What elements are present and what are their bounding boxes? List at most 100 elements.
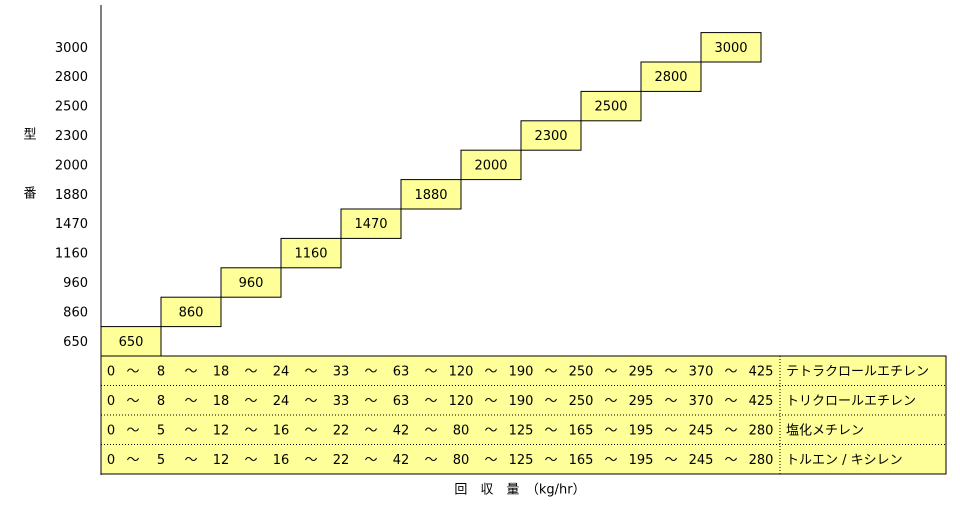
range-separator: ～ bbox=[604, 453, 617, 468]
model-box bbox=[340, 208, 402, 239]
y-tick-label: 2300 bbox=[55, 129, 88, 144]
range-separator: ～ bbox=[664, 423, 677, 438]
model-box bbox=[160, 296, 222, 328]
capacity-value: 42 bbox=[393, 453, 410, 468]
capacity-value: 8 bbox=[157, 364, 165, 379]
solvent-name: トリクロールエチレン bbox=[786, 394, 916, 409]
range-separator: ～ bbox=[424, 394, 437, 409]
model-label: 2300 bbox=[534, 129, 567, 144]
capacity-value: 18 bbox=[213, 394, 230, 409]
y-tick-label: 3000 bbox=[55, 41, 88, 56]
y-axis-title: 番 bbox=[23, 187, 36, 202]
capacity-value: 120 bbox=[449, 364, 474, 379]
capacity-value: 18 bbox=[213, 364, 230, 379]
range-separator: ～ bbox=[664, 394, 677, 409]
capacity-value: 0 bbox=[107, 364, 115, 379]
model-box bbox=[460, 149, 522, 181]
capacity-value: 425 bbox=[749, 394, 774, 409]
model-box bbox=[700, 32, 762, 63]
range-separator: ～ bbox=[544, 364, 557, 379]
capacity-value: 22 bbox=[333, 423, 350, 438]
capacity-value: 42 bbox=[393, 423, 410, 438]
range-separator: ～ bbox=[304, 453, 317, 468]
capacity-value: 120 bbox=[449, 394, 474, 409]
capacity-value: 245 bbox=[689, 423, 714, 438]
capacity-value: 250 bbox=[569, 364, 594, 379]
range-separator: ～ bbox=[304, 423, 317, 438]
capacity-value: 195 bbox=[629, 423, 654, 438]
capacity-value: 22 bbox=[333, 453, 350, 468]
capacity-table bbox=[100, 355, 947, 475]
capacity-value: 195 bbox=[629, 453, 654, 468]
range-separator: ～ bbox=[184, 423, 197, 438]
range-separator: ～ bbox=[184, 364, 197, 379]
capacity-value: 0 bbox=[107, 423, 115, 438]
capacity-value: 125 bbox=[509, 423, 534, 438]
capacity-value: 280 bbox=[749, 423, 774, 438]
range-separator: ～ bbox=[424, 364, 437, 379]
range-separator: ～ bbox=[724, 364, 737, 379]
range-separator: ～ bbox=[484, 423, 497, 438]
range-separator: ～ bbox=[126, 364, 139, 379]
y-tick-label: 860 bbox=[63, 305, 88, 320]
capacity-value: 8 bbox=[157, 394, 165, 409]
solvent-name: トルエン / キシレン bbox=[786, 453, 903, 468]
model-label: 2800 bbox=[654, 70, 687, 85]
range-separator: ～ bbox=[244, 364, 257, 379]
range-separator: ～ bbox=[424, 453, 437, 468]
model-box bbox=[640, 61, 702, 92]
capacity-value: 33 bbox=[333, 394, 350, 409]
range-separator: ～ bbox=[424, 423, 437, 438]
capacity-value: 24 bbox=[273, 394, 290, 409]
range-separator: ～ bbox=[126, 394, 139, 409]
capacity-value: 425 bbox=[749, 364, 774, 379]
model-box bbox=[100, 326, 162, 357]
range-separator: ～ bbox=[664, 453, 677, 468]
y-tick-label: 2000 bbox=[55, 158, 88, 173]
capacity-value: 370 bbox=[689, 364, 714, 379]
y-tick-label: 960 bbox=[63, 276, 88, 291]
range-separator: ～ bbox=[126, 453, 139, 468]
capacity-value: 0 bbox=[107, 453, 115, 468]
range-separator: ～ bbox=[604, 394, 617, 409]
range-separator: ～ bbox=[304, 394, 317, 409]
range-separator: ～ bbox=[604, 423, 617, 438]
model-label: 1880 bbox=[414, 188, 447, 203]
range-separator: ～ bbox=[724, 423, 737, 438]
capacity-value: 63 bbox=[393, 394, 410, 409]
range-separator: ～ bbox=[364, 364, 377, 379]
y-tick-label: 1880 bbox=[55, 188, 88, 203]
capacity-value: 12 bbox=[213, 453, 230, 468]
model-label: 2000 bbox=[474, 158, 507, 173]
model-label: 960 bbox=[239, 276, 264, 291]
range-separator: ～ bbox=[544, 423, 557, 438]
model-box bbox=[220, 267, 282, 298]
y-tick-label: 1160 bbox=[55, 247, 88, 262]
model-label: 3000 bbox=[714, 41, 747, 56]
range-separator: ～ bbox=[604, 364, 617, 379]
capacity-value: 125 bbox=[509, 453, 534, 468]
capacity-value: 33 bbox=[333, 364, 350, 379]
range-separator: ～ bbox=[364, 423, 377, 438]
model-box bbox=[580, 90, 642, 122]
range-separator: ～ bbox=[724, 394, 737, 409]
capacity-value: 12 bbox=[213, 423, 230, 438]
range-separator: ～ bbox=[544, 453, 557, 468]
range-separator: ～ bbox=[484, 364, 497, 379]
model-box bbox=[520, 120, 582, 151]
range-separator: ～ bbox=[184, 453, 197, 468]
capacity-value: 16 bbox=[273, 453, 290, 468]
range-separator: ～ bbox=[484, 453, 497, 468]
model-label: 650 bbox=[119, 335, 144, 350]
range-separator: ～ bbox=[364, 394, 377, 409]
capacity-value: 295 bbox=[629, 394, 654, 409]
range-separator: ～ bbox=[364, 453, 377, 468]
y-tick-label: 1470 bbox=[55, 217, 88, 232]
range-separator: ～ bbox=[484, 394, 497, 409]
range-separator: ～ bbox=[304, 364, 317, 379]
capacity-value: 5 bbox=[157, 453, 165, 468]
capacity-value: 80 bbox=[453, 453, 470, 468]
y-tick-label: 650 bbox=[63, 335, 88, 350]
capacity-value: 280 bbox=[749, 453, 774, 468]
